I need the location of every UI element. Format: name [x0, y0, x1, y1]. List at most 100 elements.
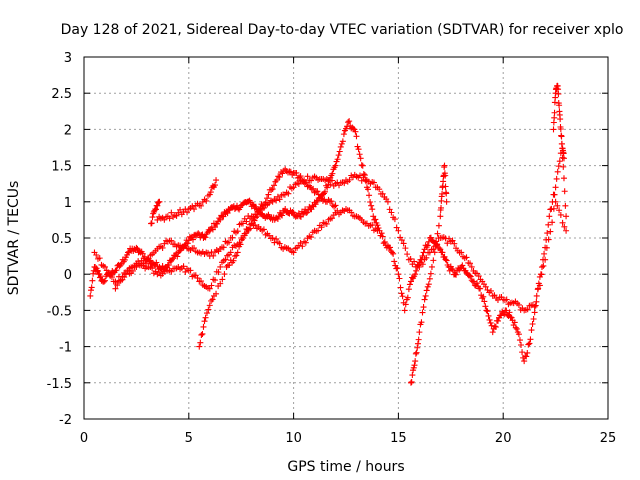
data-point — [208, 282, 215, 289]
data-point — [217, 216, 224, 223]
data-point — [168, 209, 175, 216]
data-point — [554, 168, 561, 175]
data-point — [356, 172, 363, 179]
data-point — [420, 304, 427, 311]
data-point — [453, 271, 460, 278]
data-point — [427, 270, 434, 277]
data-point — [422, 292, 429, 299]
data-point — [390, 250, 397, 257]
data-point — [203, 197, 210, 204]
data-point — [437, 213, 444, 220]
data-point — [449, 237, 456, 244]
data-point — [559, 219, 566, 226]
data-point — [369, 221, 376, 228]
data-point — [562, 202, 569, 209]
data-point — [555, 90, 562, 97]
data-point — [207, 189, 214, 196]
data-point — [406, 281, 413, 288]
x-tick-label: 25 — [600, 431, 617, 446]
data-point — [248, 220, 255, 227]
data-point — [538, 264, 545, 271]
data-point — [290, 249, 297, 256]
data-point — [154, 216, 161, 223]
data-point — [177, 206, 184, 213]
data-point — [370, 179, 377, 186]
data-point — [552, 184, 559, 191]
data-point — [156, 198, 163, 205]
data-point — [384, 198, 391, 205]
data-point — [449, 267, 456, 274]
data-point — [483, 307, 490, 314]
data-point — [139, 250, 146, 257]
data-point — [276, 196, 283, 203]
data-point — [411, 258, 418, 265]
data-point — [322, 188, 329, 195]
data-point — [531, 303, 538, 310]
data-point — [315, 191, 322, 198]
data-point — [369, 206, 376, 213]
data-point — [423, 287, 430, 294]
data-point — [375, 225, 382, 232]
data-point — [221, 271, 228, 278]
data-point — [233, 252, 240, 259]
data-point — [194, 275, 201, 282]
data-point — [252, 214, 259, 221]
data-point — [553, 175, 560, 182]
data-point — [535, 285, 542, 292]
data-point — [556, 102, 563, 109]
data-point — [459, 262, 466, 269]
data-point — [560, 163, 567, 170]
data-point — [301, 180, 308, 187]
data-point — [174, 253, 181, 260]
data-point — [195, 230, 202, 237]
data-point — [328, 198, 335, 205]
data-point — [240, 235, 247, 241]
data-point — [439, 249, 446, 256]
data-point — [551, 109, 558, 116]
data-point — [273, 235, 280, 242]
data-point — [560, 155, 567, 162]
data-point — [220, 244, 227, 251]
data-point — [336, 148, 343, 155]
data-point — [480, 293, 487, 300]
data-point — [203, 310, 210, 317]
data-point — [407, 255, 414, 262]
data-point — [290, 209, 297, 216]
data-point — [430, 246, 437, 253]
data-point — [282, 206, 289, 213]
data-point — [145, 255, 152, 262]
data-point — [315, 227, 322, 234]
data-point — [486, 316, 493, 323]
data-point — [438, 204, 445, 211]
data-point — [398, 290, 405, 297]
data-point — [243, 230, 250, 237]
data-point — [209, 296, 216, 303]
data-point — [388, 209, 395, 216]
data-point — [443, 190, 450, 197]
data-point — [533, 298, 540, 305]
y-axis-label: SDTVAR / TECUs — [6, 181, 22, 296]
data-point — [317, 194, 324, 201]
data-point — [527, 336, 534, 343]
data-point — [87, 292, 94, 299]
data-point — [168, 268, 175, 275]
data-point — [424, 242, 431, 249]
data-point — [189, 236, 196, 243]
data-point — [287, 168, 294, 175]
data-point — [395, 227, 402, 234]
data-point — [487, 319, 494, 326]
data-point — [387, 244, 394, 251]
x-tick-label: 5 — [185, 431, 193, 446]
data-point — [239, 220, 246, 227]
data-point — [213, 290, 220, 297]
data-point — [274, 215, 281, 222]
data-point — [217, 280, 224, 287]
data-point — [525, 341, 532, 348]
data-point — [325, 178, 332, 185]
data-point — [368, 202, 375, 209]
data-point — [561, 223, 568, 230]
data-point — [467, 273, 474, 280]
data-point — [436, 245, 443, 252]
data-point — [229, 234, 236, 241]
data-point — [485, 312, 492, 319]
